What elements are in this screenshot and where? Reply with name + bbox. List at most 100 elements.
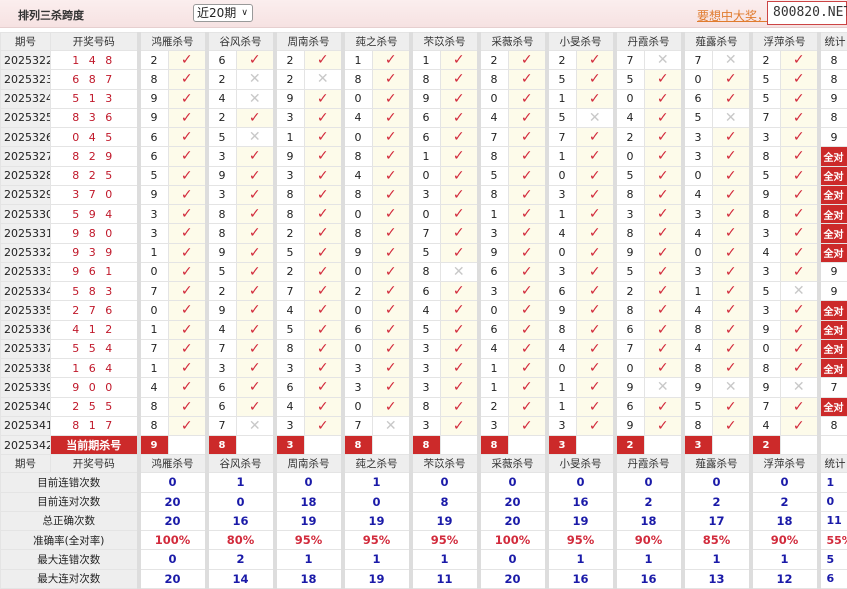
current-kill-number: 8 [343, 436, 373, 455]
check-icon: ✓ [441, 359, 479, 378]
stats-value: 1 [411, 550, 479, 569]
kill-number-cell: 9 [751, 378, 781, 397]
kill-number-cell: 1 [479, 359, 509, 378]
draw-number-cell: 5 1 3 [51, 89, 139, 108]
kill-number-cell: 5 [683, 108, 713, 127]
stat-cell: 9 [819, 89, 847, 108]
kill-number-cell: 8 [683, 320, 713, 339]
kill-number-cell: 0 [479, 89, 509, 108]
kill-number-cell: 2 [275, 224, 305, 243]
stats-value: 19 [411, 511, 479, 530]
kill-number-cell: 8 [207, 224, 237, 243]
kill-number-cell: 1 [547, 89, 577, 108]
kill-number-cell: 3 [411, 359, 441, 378]
empty-cell [441, 436, 479, 455]
stats-value: 16 [615, 569, 683, 588]
kill-number-cell: 4 [411, 301, 441, 320]
check-icon: ✓ [305, 185, 343, 204]
kill-number-cell: 7 [615, 339, 645, 358]
header-expert: 芣苡杀号 [411, 455, 479, 473]
kill-number-cell: 9 [139, 89, 169, 108]
kill-number-cell: 3 [751, 128, 781, 147]
kill-number-cell: 8 [751, 359, 781, 378]
check-icon: ✓ [713, 205, 751, 224]
kill-number-cell: 0 [547, 359, 577, 378]
check-icon: ✓ [373, 320, 411, 339]
period-range-select[interactable]: 近20期∨ [193, 4, 253, 22]
kill-number-cell: 1 [343, 51, 373, 70]
kill-number-cell: 3 [751, 262, 781, 281]
check-icon: ✓ [645, 339, 683, 358]
current-kill-number: 8 [411, 436, 441, 455]
kill-number-table: 期号开奖号码鸿雁杀号谷风杀号周南杀号莼之杀号芣苡杀号采薇杀号小旻杀号丹霞杀号薤露… [0, 32, 847, 589]
kill-number-cell: 8 [615, 185, 645, 204]
check-icon: ✓ [509, 243, 547, 262]
kill-number-cell: 8 [683, 359, 713, 378]
check-icon: ✓ [169, 166, 207, 185]
kill-number-cell: 4 [547, 224, 577, 243]
cross-icon: ✕ [713, 108, 751, 127]
kill-number-cell: 4 [479, 339, 509, 358]
stat-cell: 8 [819, 416, 847, 435]
check-icon: ✓ [441, 205, 479, 224]
kill-number-cell: 0 [751, 339, 781, 358]
check-icon: ✓ [169, 397, 207, 416]
kill-number-cell: 1 [547, 378, 577, 397]
header-draw: 开奖号码 [51, 33, 139, 51]
kill-number-cell: 8 [275, 185, 305, 204]
kill-number-cell: 7 [683, 51, 713, 70]
promo-link[interactable]: 要想中大奖， [697, 7, 769, 24]
kill-number-cell: 5 [547, 70, 577, 89]
kill-number-cell: 5 [615, 166, 645, 185]
kill-number-cell: 9 [343, 243, 373, 262]
kill-number-cell: 3 [139, 205, 169, 224]
cross-icon: ✕ [305, 70, 343, 89]
cross-icon: ✕ [713, 378, 751, 397]
check-icon: ✓ [169, 262, 207, 281]
stats-label: 目前连对次数 [1, 492, 139, 511]
check-icon: ✓ [713, 262, 751, 281]
check-icon: ✓ [373, 224, 411, 243]
check-icon: ✓ [577, 243, 615, 262]
kill-number-cell: 7 [343, 416, 373, 435]
chevron-down-icon: ∨ [241, 5, 248, 21]
check-icon: ✓ [781, 128, 819, 147]
stats-row: 准确率(全对率)100%80%95%95%95%100%95%90%85%90%… [1, 531, 847, 550]
top-bar: 排列三杀跨度 近20期∨ 要想中大奖， 800820.NET [0, 0, 847, 28]
stats-value: 11 [411, 569, 479, 588]
kill-number-cell: 7 [207, 339, 237, 358]
check-icon: ✓ [509, 339, 547, 358]
kill-number-cell: 2 [615, 128, 645, 147]
kill-number-cell: 8 [411, 70, 441, 89]
check-icon: ✓ [305, 166, 343, 185]
kill-number-cell: 4 [479, 108, 509, 127]
kill-number-cell: 8 [275, 205, 305, 224]
check-icon: ✓ [509, 397, 547, 416]
check-icon: ✓ [373, 301, 411, 320]
kill-number-cell: 9 [615, 243, 645, 262]
kill-number-cell: 0 [139, 301, 169, 320]
check-icon: ✓ [781, 320, 819, 339]
stats-value: 2 [207, 550, 275, 569]
kill-number-cell: 4 [683, 185, 713, 204]
check-icon: ✓ [713, 397, 751, 416]
kill-number-cell: 9 [751, 320, 781, 339]
stats-value: 1 [547, 550, 615, 569]
header-expert: 莼之杀号 [343, 455, 411, 473]
check-icon: ✓ [577, 416, 615, 435]
header-expert: 浮萍杀号 [751, 33, 819, 51]
period-cell: 2025331 [1, 224, 51, 243]
check-icon: ✓ [169, 185, 207, 204]
stats-value: 0 [683, 473, 751, 492]
stat-cell: 全对 [819, 224, 847, 243]
kill-number-cell: 6 [343, 320, 373, 339]
stats-value: 1 [683, 550, 751, 569]
period-cell: 2025322 [1, 51, 51, 70]
check-icon: ✓ [713, 70, 751, 89]
kill-number-cell: 3 [683, 205, 713, 224]
stat-cell: 全对 [819, 205, 847, 224]
